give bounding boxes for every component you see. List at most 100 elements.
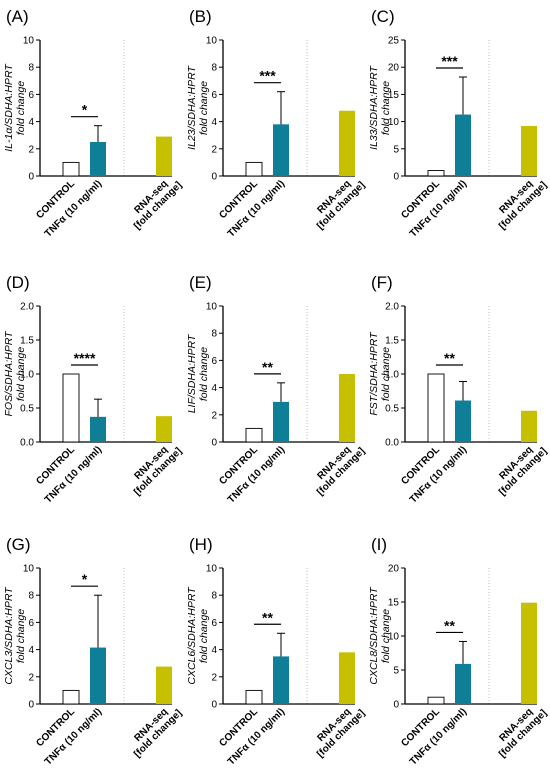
bar [62, 689, 80, 705]
bar [521, 125, 537, 176]
bar [427, 373, 445, 443]
panel-letter: (D) [6, 273, 30, 292]
y-axis-label: IL23/SDHA:HPRT [186, 64, 198, 149]
y-tick-label: 10 [23, 564, 35, 575]
significance-stars: ** [262, 609, 273, 625]
panel-letter: (A) [6, 7, 29, 26]
y-tick-label: 10 [206, 36, 218, 47]
y-tick-label: 6 [211, 90, 217, 101]
x-tick-label: RNA-seq[fold change] [307, 438, 367, 498]
y-tick-label: 10 [388, 632, 400, 643]
y-tick-label: 4 [211, 645, 217, 656]
bar [455, 663, 471, 704]
y-tick-label: 4 [28, 117, 34, 128]
x-tick-label: RNA-seq[fold change] [489, 438, 549, 498]
bar [521, 602, 537, 704]
significance-stars: *** [441, 53, 458, 69]
y-tick-label: 2 [28, 672, 34, 683]
y-tick-label: 6 [211, 618, 217, 629]
y-axis-label: CXCL6/SDHA:HPRT [186, 586, 198, 685]
significance-stars: ** [444, 350, 455, 366]
bar [62, 161, 80, 177]
y-tick-label: 0 [393, 700, 399, 711]
bar [273, 124, 289, 176]
y-tick-label: 8 [211, 591, 217, 602]
y-tick-label: 20 [388, 63, 400, 74]
y-axis-label: LIF/SDHA:HPRT [186, 333, 198, 413]
x-tick-label: RNA-seq[fold change] [489, 172, 549, 232]
y-tick-label: 2.0 [385, 302, 399, 313]
significance-stars: * [82, 102, 88, 118]
y-axis-label: FOS/SDHA:HPRT [3, 330, 15, 417]
y-tick-label: 0.0 [20, 438, 34, 449]
y-tick-label: 0 [28, 700, 34, 711]
bar [427, 696, 445, 705]
y-axis-unit: fold change [380, 81, 392, 135]
y-tick-label: 5 [393, 666, 399, 677]
bar [455, 400, 471, 442]
chart-panel: (C) 0 5 10 15 20 25 IL33/SDHA:HPRT fold change **… [368, 7, 549, 240]
y-tick-label: 8 [211, 63, 217, 74]
y-tick-label: 2 [211, 410, 217, 421]
bar [156, 136, 172, 176]
bar [90, 142, 106, 176]
y-tick-label: 8 [211, 329, 217, 340]
y-tick-label: 6 [28, 618, 34, 629]
bar [339, 374, 355, 442]
y-tick-label: 0 [211, 700, 217, 711]
bar [273, 656, 289, 704]
bar [62, 373, 80, 443]
bar [156, 416, 172, 442]
y-tick-label: 1.5 [20, 336, 34, 347]
bar [90, 647, 106, 704]
significance-stars: ** [262, 359, 273, 375]
panel-letter: (H) [189, 535, 213, 554]
y-tick-label: 10 [206, 302, 218, 313]
y-tick-label: 8 [28, 63, 34, 74]
y-axis-label: IL33/SDHA:HPRT [368, 64, 380, 149]
y-axis-unit: fold change [380, 609, 392, 663]
bar [273, 401, 289, 442]
y-tick-label: 0.5 [385, 404, 399, 415]
y-tick-label: 8 [28, 591, 34, 602]
y-tick-label: 15 [388, 598, 400, 609]
y-tick-label: 25 [388, 36, 400, 47]
y-tick-label: 4 [211, 117, 217, 128]
y-axis-unit: fold change [198, 81, 210, 135]
y-tick-label: 6 [28, 90, 34, 101]
y-tick-label: 10 [23, 36, 35, 47]
bar [521, 410, 537, 442]
y-tick-label: 15 [388, 90, 400, 101]
bar [339, 652, 355, 704]
x-tick-label: RNA-seq[fold change] [124, 172, 184, 232]
bar [339, 110, 355, 176]
significance-stars: *** [259, 68, 276, 84]
bar [455, 114, 471, 176]
y-axis-label: IL-1α/SDHA:HPRT [3, 63, 15, 152]
y-axis-label: FST/SDHA:HPRT [368, 331, 380, 416]
bar [245, 427, 263, 443]
x-tick-label: RNA-seq[fold change] [124, 700, 184, 760]
y-tick-label: 0 [211, 438, 217, 449]
bar [245, 161, 263, 177]
significance-stars: **** [74, 350, 96, 366]
significance-stars: * [82, 571, 88, 587]
y-tick-label: 0 [393, 172, 399, 183]
y-axis-label: CXCL3/SDHA:HPRT [3, 586, 15, 685]
y-tick-label: 1.5 [385, 336, 399, 347]
y-tick-label: 4 [28, 645, 34, 656]
y-axis-unit: fold change [15, 347, 27, 401]
y-tick-label: 0.0 [385, 438, 399, 449]
chart-panel: (D) 0.0 0.5 1.0 1.5 2.0 FOS/SDHA:HPRT fold chan… [3, 273, 184, 506]
bar [90, 416, 106, 442]
y-tick-label: 6 [211, 356, 217, 367]
bar [427, 170, 445, 177]
y-tick-label: 0.5 [20, 404, 34, 415]
y-axis-unit: fold change [15, 81, 27, 135]
